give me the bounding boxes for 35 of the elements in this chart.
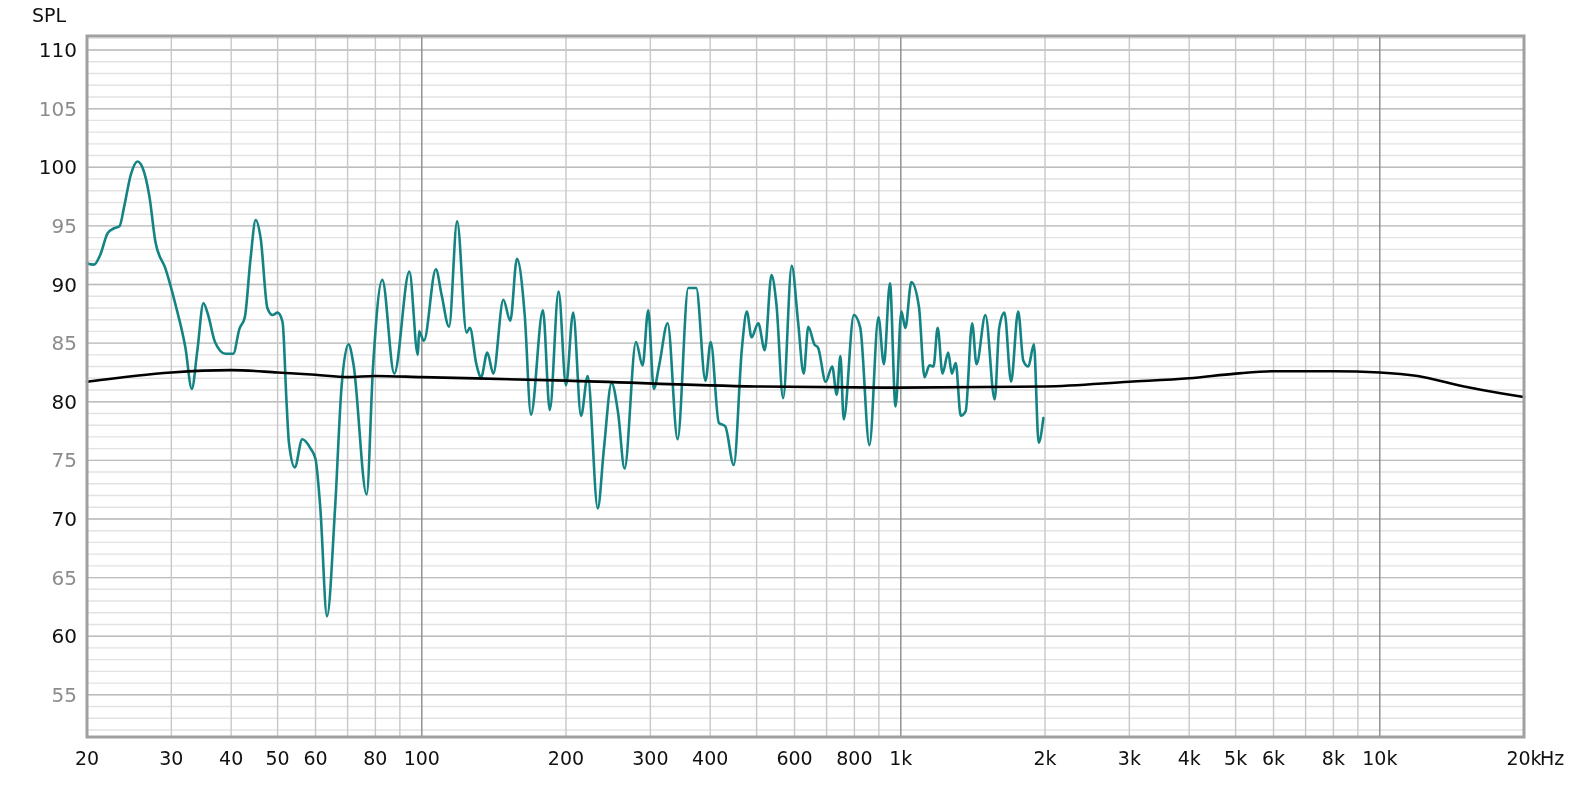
x-tick-label: 20k [1506,747,1542,769]
y-tick-label: 100 [38,155,77,180]
x-tick-label: 60 [303,747,328,769]
y-axis-title: SPL [32,4,67,26]
y-tick-label: 80 [51,389,77,414]
y-tick-label: 90 [51,272,77,297]
x-tick-label: 4k [1177,747,1201,769]
x-tick-label: 1k [889,747,913,769]
x-tick-label: 20 [74,747,100,769]
y-tick-label: 105 [38,96,77,121]
x-tick-label: 40 [219,747,244,769]
x-tick-label: 2k [1033,747,1057,769]
x-tick-label: 30 [159,747,184,769]
x-tick-label: 50 [265,747,290,769]
y-tick-label: 85 [51,331,77,356]
x-tick-label: 300 [632,747,669,769]
x-tick-label: 5k [1224,747,1248,769]
x-tick-label: 3k [1117,747,1141,769]
x-tick-label: 200 [547,747,585,769]
x-tick-label: 8k [1321,747,1345,769]
y-tick-label: 110 [38,38,77,63]
y-tick-label: 60 [51,624,77,649]
x-tick-label: 80 [363,747,388,769]
x-tick-label: 600 [776,747,813,769]
x-tick-label: 800 [836,747,873,769]
y-tick-label: 65 [51,565,77,590]
x-axis-title: Hz [1540,747,1565,769]
x-tick-label: 100 [403,747,440,769]
x-tick-label: 400 [692,747,729,769]
y-tick-label: 70 [51,506,77,531]
x-tick-label: 6k [1261,747,1286,769]
y-tick-label: 95 [51,213,77,238]
x-tick-label: 10k [1362,747,1398,769]
y-tick-label: 55 [51,682,77,707]
y-tick-label: 75 [51,448,77,473]
